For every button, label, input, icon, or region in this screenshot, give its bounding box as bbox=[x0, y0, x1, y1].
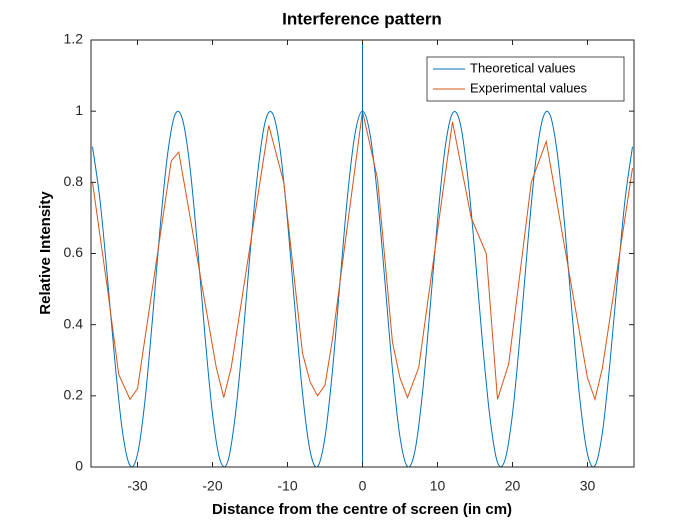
x-tick-label: -20 bbox=[202, 478, 222, 494]
x-tick-label: -30 bbox=[127, 478, 147, 494]
legend-box bbox=[426, 56, 625, 102]
x-tick-label: 20 bbox=[505, 478, 521, 494]
chart-title: Interference pattern bbox=[282, 9, 442, 28]
y-tick-label: 0.8 bbox=[64, 173, 84, 189]
legend-label: Theoretical values bbox=[470, 60, 576, 75]
axes-box bbox=[90, 39, 635, 468]
x-axis-label: Distance from the centre of screen (in c… bbox=[212, 501, 512, 518]
legend-label: Experimental values bbox=[470, 80, 588, 95]
y-tick-label: 0.6 bbox=[64, 244, 84, 260]
x-tick-label: -10 bbox=[277, 478, 297, 494]
y-tick-label: 0 bbox=[75, 458, 83, 474]
x-tick-label: 10 bbox=[430, 478, 446, 494]
y-axis-label: Relative Intensity bbox=[37, 191, 54, 315]
x-tick-label: 30 bbox=[580, 478, 596, 494]
y-tick-label: 0.2 bbox=[64, 387, 84, 403]
data-line bbox=[92, 111, 633, 402]
y-tick-label: 1.2 bbox=[64, 31, 84, 47]
y-tick-label: 0.4 bbox=[64, 315, 84, 331]
plot-area bbox=[91, 40, 634, 467]
y-tick-label: 1 bbox=[75, 102, 83, 118]
x-tick-label: 0 bbox=[359, 478, 367, 494]
